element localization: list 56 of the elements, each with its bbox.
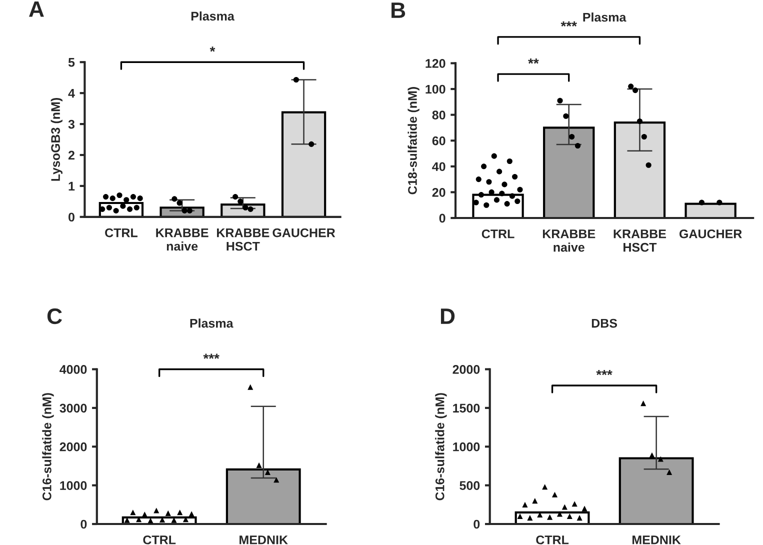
y-tick-label: 40 [432, 162, 446, 172]
y-tick-label: 100 [426, 84, 446, 94]
y-tick-label: 120 [426, 59, 446, 68]
y-tick-label: 1 [68, 182, 75, 190]
text: *** [560, 21, 577, 27]
y-tick-label: 80 [432, 110, 446, 120]
y-tick-label: 4000 [60, 365, 87, 374]
y-tick-label: 1500 [453, 404, 480, 413]
bar [684, 202, 736, 218]
y-axis-title: C16-sulfatide (nM) [42, 393, 54, 500]
x-tick-label: GAUCHER [679, 229, 742, 238]
annotation: *** [596, 370, 612, 376]
x-tick-label: GAUCHER [272, 228, 336, 238]
y-tick-label: 1000 [60, 481, 87, 490]
y-tick-label: 2 [68, 150, 74, 160]
y-tick-label: 0 [68, 212, 74, 222]
y-tick-label: 500 [460, 481, 480, 490]
text: C [47, 308, 62, 324]
x-tick-label: KRABBE naive [542, 230, 596, 252]
y-tick-label: 3000 [60, 404, 87, 413]
y-tick-label: 0 [80, 520, 87, 529]
text: B [392, 2, 406, 18]
y-tick-label: 5 [68, 58, 75, 67]
y-tick-label: 1000 [453, 442, 480, 452]
x-tick-label: KRABBE HSCT [614, 230, 666, 252]
text: *** [203, 354, 220, 359]
annotation: ** [528, 58, 539, 64]
chart-title: DBS [592, 318, 618, 328]
x-tick-label: CTRL [143, 535, 176, 544]
y-tick-label: 0 [474, 520, 480, 529]
x-tick-label: MEDNIK [632, 536, 681, 544]
y-tick-label: 3 [68, 120, 75, 129]
x-tick-label: CTRL [482, 229, 514, 238]
bar [281, 111, 326, 217]
y-tick-label: 4 [68, 89, 75, 98]
text: D [440, 308, 455, 324]
y-tick-label: 60 [432, 136, 446, 146]
text: A [29, 2, 44, 17]
bar [543, 126, 595, 218]
x-tick-label: CTRL [105, 228, 138, 238]
y-tick-label: 2000 [452, 365, 480, 374]
x-tick-label: CTRL [536, 535, 569, 544]
y-axis-title: LysoGB3 (nM) [50, 98, 62, 181]
y-axis-title: C18-sulfatide (nM) [408, 87, 420, 194]
chart-title: Plasma [583, 12, 626, 22]
y-axis-title: C16-sulfatide (nM) [435, 393, 447, 500]
y-tick-label: 0 [439, 214, 446, 223]
chart-title: Plasma [191, 11, 234, 21]
y-tick-label: 2000 [60, 442, 87, 452]
x-tick-label: KRABBE HSCT [217, 228, 270, 251]
text: * [210, 46, 216, 52]
x-tick-label: KRABBE naive [156, 228, 208, 251]
y-tick-label: 20 [432, 188, 446, 197]
x-tick-label: MEDNIK [240, 536, 288, 544]
bar [614, 122, 666, 218]
chart-title: Plasma [190, 318, 234, 328]
